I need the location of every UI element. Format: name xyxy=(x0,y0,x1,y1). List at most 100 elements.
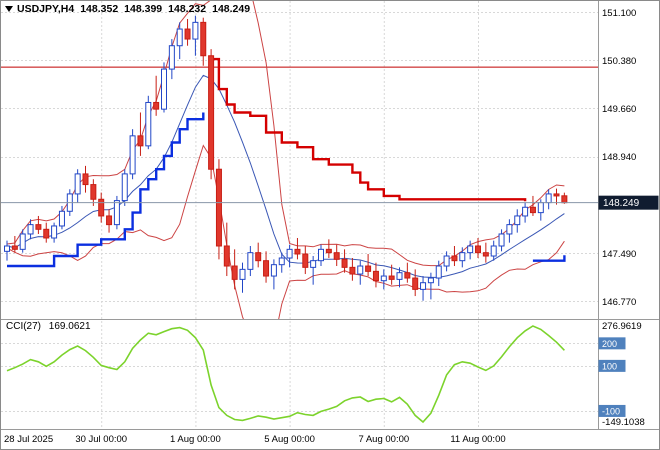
candle-body xyxy=(74,173,81,195)
chart-marker-icon xyxy=(5,6,13,12)
candle-body xyxy=(58,210,65,227)
candle-body xyxy=(365,265,372,272)
candle-body xyxy=(459,252,466,262)
candle-body xyxy=(286,248,293,259)
candle-body xyxy=(51,225,58,239)
candle-body xyxy=(482,252,489,257)
candle-body xyxy=(294,248,301,255)
candle-body xyxy=(388,275,395,280)
price-tag-box xyxy=(598,195,659,210)
main-plot-layer xyxy=(4,1,568,319)
candle-body xyxy=(537,202,544,214)
candle-body xyxy=(529,206,536,214)
candle-body xyxy=(553,193,560,197)
candle-body xyxy=(506,224,513,235)
price-axis-label: 151.100 xyxy=(602,8,636,19)
candle-body xyxy=(396,272,403,280)
candle-body xyxy=(561,195,568,204)
candle-body xyxy=(239,268,246,280)
candle-body xyxy=(522,206,529,217)
cci-level-box xyxy=(598,404,626,417)
candle-body xyxy=(200,21,207,57)
candle-body xyxy=(90,184,97,200)
candle-body xyxy=(255,252,262,262)
candle-body xyxy=(43,228,50,239)
candle-body xyxy=(349,266,356,275)
candle-body xyxy=(27,224,34,235)
candle-body xyxy=(341,258,348,268)
cci-level-box xyxy=(598,359,626,372)
trend-line xyxy=(211,57,527,202)
candle-body xyxy=(113,200,120,226)
candle-body xyxy=(467,245,474,254)
trend-line xyxy=(7,112,205,268)
candle-body xyxy=(380,275,387,282)
candle-body xyxy=(263,260,270,277)
price-tag-text: 148.249 xyxy=(603,198,640,209)
candles-layer xyxy=(4,15,568,301)
candle-body xyxy=(208,55,215,170)
candle-body xyxy=(435,265,442,279)
price-tag: 148.249 xyxy=(598,195,659,210)
candle-body xyxy=(98,198,105,217)
candle-body xyxy=(145,101,152,147)
price-axis-label: 150.380 xyxy=(602,56,636,67)
candle-body xyxy=(451,255,458,262)
ohlc-close: 148.249 xyxy=(212,3,251,15)
cci-level-label: 100 xyxy=(602,361,617,371)
candle-body xyxy=(121,173,128,202)
time-axis-label: 28 Jul 2025 xyxy=(4,434,53,445)
ohlc-high: 148.399 xyxy=(124,3,163,15)
candle-body xyxy=(302,253,309,268)
indicator-name: CCI(27) xyxy=(6,321,42,332)
candle-body xyxy=(490,245,497,257)
grid-layer xyxy=(1,1,598,429)
candle-body xyxy=(247,252,254,270)
candle-body xyxy=(310,260,317,268)
candle-body xyxy=(192,21,199,40)
cci-min-label: -149.1038 xyxy=(602,417,645,428)
candle-body xyxy=(412,277,419,290)
candle-body xyxy=(129,135,136,175)
candle-body xyxy=(318,248,324,262)
indicator-value: 169.0621 xyxy=(48,321,91,332)
candle-body xyxy=(475,245,481,254)
time-axis-label: 7 Aug 00:00 xyxy=(358,434,409,445)
candle-body xyxy=(11,245,18,250)
cci-line xyxy=(6,325,565,424)
cci-axis: 276.9619 -149.1038 200 100 -100 xyxy=(598,321,645,428)
candle-body xyxy=(498,233,505,247)
candle-body xyxy=(168,45,175,70)
ohlc-open: 148.352 xyxy=(80,3,119,15)
cci-level-box xyxy=(598,337,626,350)
candle-body xyxy=(35,224,42,230)
candle-body xyxy=(270,264,277,277)
cci-max-label: 276.9619 xyxy=(602,321,642,332)
cci-level-label: 200 xyxy=(602,339,617,349)
candle-body xyxy=(372,270,379,282)
upper-band-line xyxy=(6,1,565,267)
candle-body xyxy=(427,277,434,284)
time-axis-label: 11 Aug 00:00 xyxy=(450,434,505,445)
indicator-label: CCI(27) 169.0621 xyxy=(6,321,96,332)
candle-body xyxy=(161,68,167,110)
candle-body xyxy=(278,257,285,266)
candle-body xyxy=(215,168,222,247)
candle-body xyxy=(82,173,89,186)
candle-body xyxy=(231,265,238,280)
candle-body xyxy=(545,193,552,204)
ohlc-low: 148.232 xyxy=(168,3,207,15)
candle-body xyxy=(19,233,26,250)
symbol-timeframe-label: USDJPY,H4 xyxy=(17,3,75,15)
candle-body xyxy=(357,265,364,275)
candle-body xyxy=(4,245,10,252)
candle-body xyxy=(333,252,340,260)
candle-body xyxy=(153,101,160,110)
price-axis-label: 149.660 xyxy=(602,104,636,115)
price-axis-label: 146.770 xyxy=(602,297,636,308)
candle-body xyxy=(184,28,191,40)
candle-body xyxy=(404,272,411,279)
trend-line xyxy=(532,255,566,262)
